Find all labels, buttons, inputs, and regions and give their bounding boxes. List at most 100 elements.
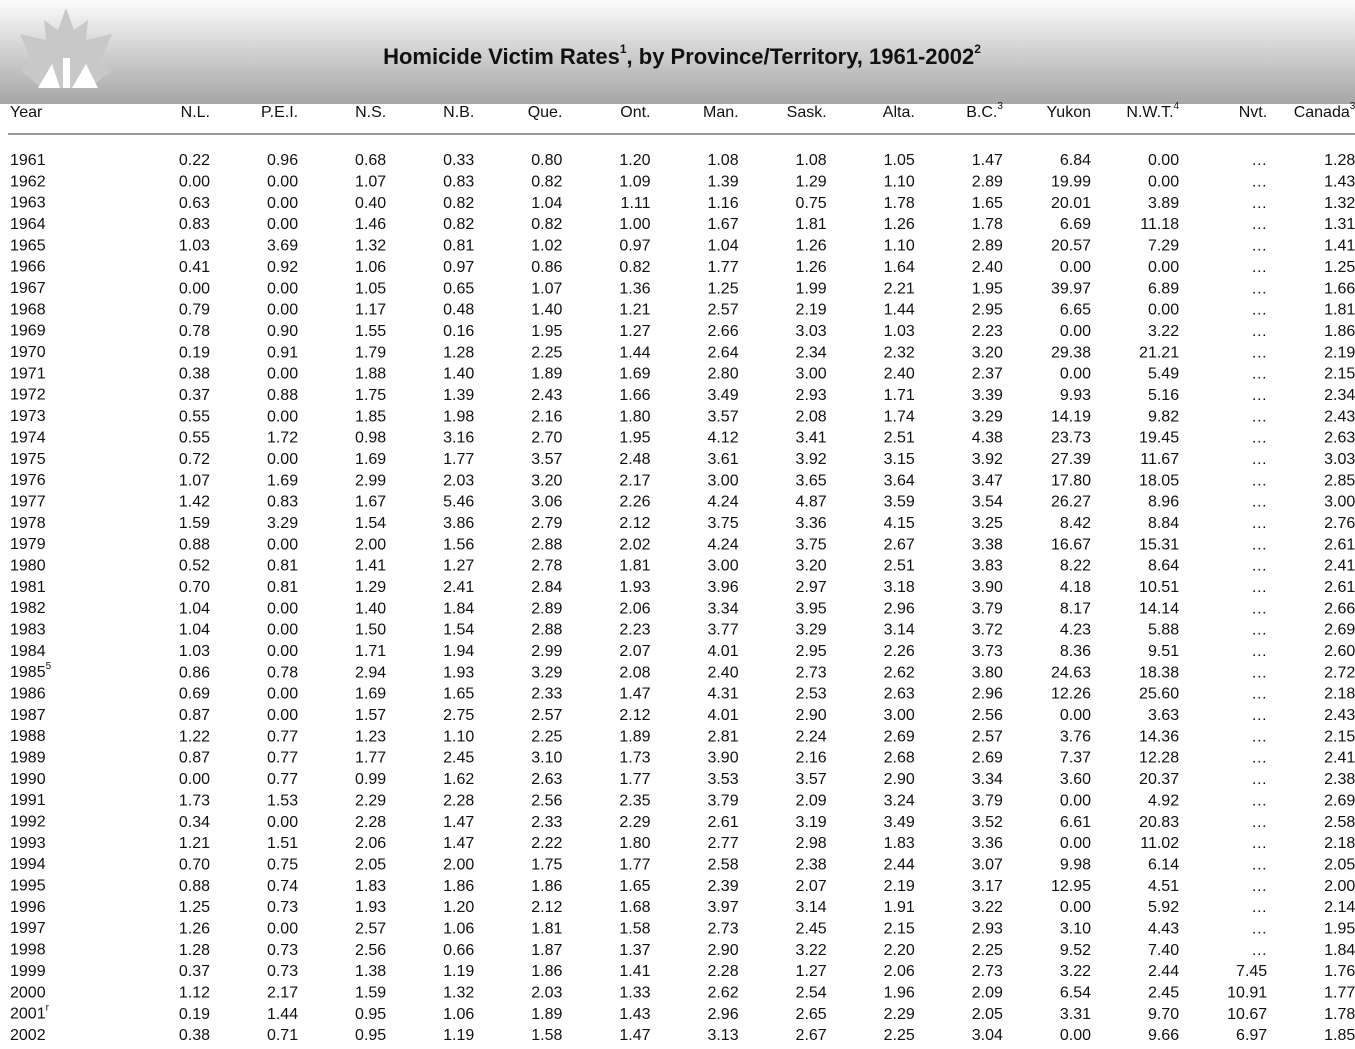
rate-cell: 3.49: [707, 387, 738, 404]
rate-cell: 7.37: [1060, 750, 1091, 767]
rate-cell: …: [1251, 344, 1267, 361]
rate-cell: 10.91: [1227, 984, 1267, 1001]
rate-cell: 2.06: [619, 600, 650, 617]
rate-cell: 0.82: [531, 216, 562, 233]
rate-cell: 1.95: [619, 430, 650, 447]
rate-cell: 4.51: [1148, 878, 1179, 895]
rate-cell: 8.64: [1148, 558, 1179, 575]
rate-cell: 0.00: [1060, 835, 1091, 852]
year-cell: 1961: [10, 152, 46, 169]
rate-cell: 2.88: [531, 536, 562, 553]
rate-cell: 1.67: [707, 216, 738, 233]
rate-cell: 10.51: [1139, 579, 1179, 596]
column-header-text: Yukon: [1047, 104, 1091, 121]
rate-cell: 2.37: [972, 366, 1003, 383]
rate-cell: 2.99: [355, 472, 386, 489]
column-header: N.W.T.4: [1126, 101, 1179, 122]
column-header-text: Alta.: [883, 104, 915, 121]
rate-cell: 2.19: [884, 878, 915, 895]
rate-cell: 2.41: [1324, 558, 1355, 575]
year-cell: 1999: [10, 963, 46, 980]
rate-cell: 3.79: [972, 600, 1003, 617]
rate-cell: 1.21: [619, 302, 650, 319]
rate-cell: 2.40: [707, 664, 738, 681]
rate-cell: 2.09: [972, 984, 1003, 1001]
rate-cell: 3.89: [1148, 195, 1179, 212]
rate-cell: 1.73: [619, 750, 650, 767]
rate-cell: 1.47: [972, 152, 1003, 169]
rate-cell: 2.93: [972, 920, 1003, 937]
rate-cell: 3.59: [884, 494, 915, 511]
rate-cell: 1.91: [884, 899, 915, 916]
rate-cell: …: [1251, 728, 1267, 745]
rate-cell: 0.00: [1148, 174, 1179, 191]
rate-cell: 4.01: [707, 707, 738, 724]
rate-cell: 1.04: [531, 195, 562, 212]
rate-cell: 1.81: [796, 216, 827, 233]
rate-cell: 3.20: [531, 472, 562, 489]
column-header: Year: [10, 104, 43, 121]
rate-cell: 2.17: [267, 984, 298, 1001]
column-header-text: Ont.: [620, 104, 650, 121]
rate-cell: 1.75: [531, 856, 562, 873]
rate-cell: 1.40: [355, 600, 386, 617]
rate-cell: 3.10: [531, 750, 562, 767]
rate-cell: …: [1251, 856, 1267, 873]
rate-cell: 0.00: [1060, 1027, 1091, 1044]
rate-cell: 1.32: [1324, 195, 1355, 212]
rate-cell: 2.39: [707, 878, 738, 895]
year-cell-text: 1999: [10, 963, 46, 980]
rate-cell: 1.26: [179, 920, 210, 937]
rate-cell: 1.78: [884, 195, 915, 212]
rate-cell: 1.69: [355, 451, 386, 468]
rate-cell: 2.18: [1324, 686, 1355, 703]
rate-cell: 0.82: [443, 216, 474, 233]
rate-cell: 2.41: [443, 579, 474, 596]
column-header: Canada3: [1294, 101, 1355, 122]
rate-cell: 2.05: [1324, 856, 1355, 873]
year-cell-text: 2001: [10, 1006, 46, 1023]
rate-cell: 2.21: [884, 280, 915, 297]
rate-cell: 2.25: [884, 1027, 915, 1044]
rate-cell: 1.77: [1324, 984, 1355, 1001]
rate-cell: 3.00: [707, 472, 738, 489]
footnote-ref: 5: [46, 661, 52, 672]
rate-cell: 0.00: [267, 216, 298, 233]
rate-cell: 2.07: [619, 643, 650, 660]
column-header: Ont.: [620, 104, 650, 121]
rate-cell: 3.25: [972, 515, 1003, 532]
rate-cell: 0.22: [179, 152, 210, 169]
rate-cell: 0.00: [267, 920, 298, 937]
rate-cell: 0.19: [179, 1006, 210, 1023]
rate-cell: 0.00: [1060, 899, 1091, 916]
rate-cell: 1.09: [619, 174, 650, 191]
rate-cell: 1.84: [1324, 942, 1355, 959]
rate-cell: 2.38: [1324, 771, 1355, 788]
year-cell-text: 1989: [10, 750, 46, 767]
rate-cell: 2.22: [531, 835, 562, 852]
rate-cell: 1.26: [796, 259, 827, 276]
rate-cell: …: [1251, 771, 1267, 788]
rate-cell: 3.19: [796, 814, 827, 831]
rate-cell: 1.85: [1324, 1027, 1355, 1044]
rate-cell: 11.02: [1140, 835, 1179, 852]
year-cell: 1975: [10, 451, 46, 468]
rate-cell: 0.19: [179, 344, 210, 361]
rate-cell: 0.34: [179, 814, 210, 831]
rate-cell: 2.25: [531, 728, 562, 745]
rate-cell: 0.37: [179, 387, 210, 404]
rate-cell: 0.00: [267, 814, 298, 831]
rate-cell: 1.72: [267, 430, 298, 447]
rate-cell: 5.46: [443, 494, 474, 511]
rate-cell: 20.01: [1051, 195, 1091, 212]
rate-cell: 1.44: [619, 344, 650, 361]
rate-cell: 1.08: [707, 152, 738, 169]
rate-cell: …: [1251, 579, 1267, 596]
rate-cell: 1.51: [267, 835, 298, 852]
rate-cell: 2.90: [796, 707, 827, 724]
rate-cell: 12.26: [1051, 686, 1091, 703]
year-cell: 19855: [10, 661, 52, 682]
rate-cell: 0.00: [267, 408, 298, 425]
rate-cell: 9.93: [1060, 387, 1091, 404]
rate-cell: 1.66: [619, 387, 650, 404]
